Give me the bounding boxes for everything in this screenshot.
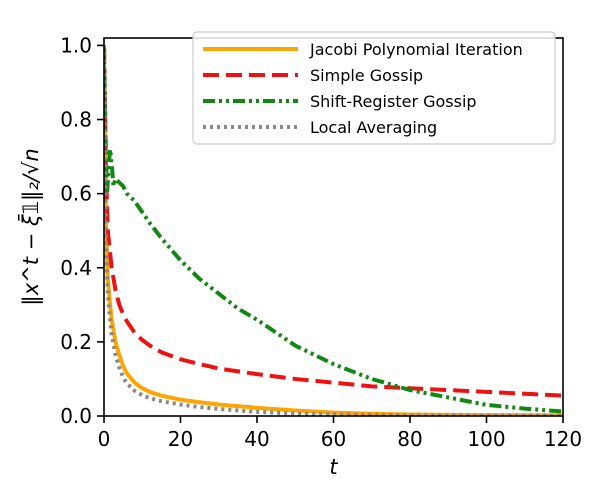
legend-box	[192, 31, 556, 145]
x-axis: 0 20 40 60 80 100 120	[98, 416, 582, 451]
y-axis: 0.0 0.2 0.4 0.6 0.8 1.0	[60, 33, 104, 428]
x-tick-label: 60	[321, 427, 346, 451]
x-tick-label: 40	[244, 427, 269, 451]
x-tick-label: 20	[168, 427, 193, 451]
legend-label: Local Averaging	[310, 118, 437, 137]
y-tick-label: 0.4	[60, 256, 92, 280]
y-tick-label: 1.0	[60, 33, 92, 57]
x-tick-label: 80	[397, 427, 422, 451]
y-tick-label: 0.0	[60, 404, 92, 428]
legend: Jacobi Polynomial Iteration Simple Gossip…	[192, 31, 556, 145]
legend-label: Jacobi Polynomial Iteration	[309, 40, 523, 59]
x-tick-label: 120	[544, 427, 582, 451]
x-tick-label: 0	[98, 427, 111, 451]
y-tick-label: 0.6	[60, 182, 92, 206]
y-axis-label: ‖x^t − ξ̄𝟙‖₂/√n	[18, 148, 44, 305]
series-line-2	[104, 45, 563, 398]
y-tick-label: 0.8	[60, 108, 92, 132]
y-tick-label: 0.2	[60, 330, 92, 354]
x-axis-label: t	[329, 455, 338, 479]
legend-label: Simple Gossip	[310, 66, 423, 85]
x-tick-label: 100	[467, 427, 505, 451]
series-line-4	[104, 45, 563, 416]
series-line-3	[104, 45, 563, 414]
legend-label: Shift-Register Gossip	[310, 92, 477, 111]
